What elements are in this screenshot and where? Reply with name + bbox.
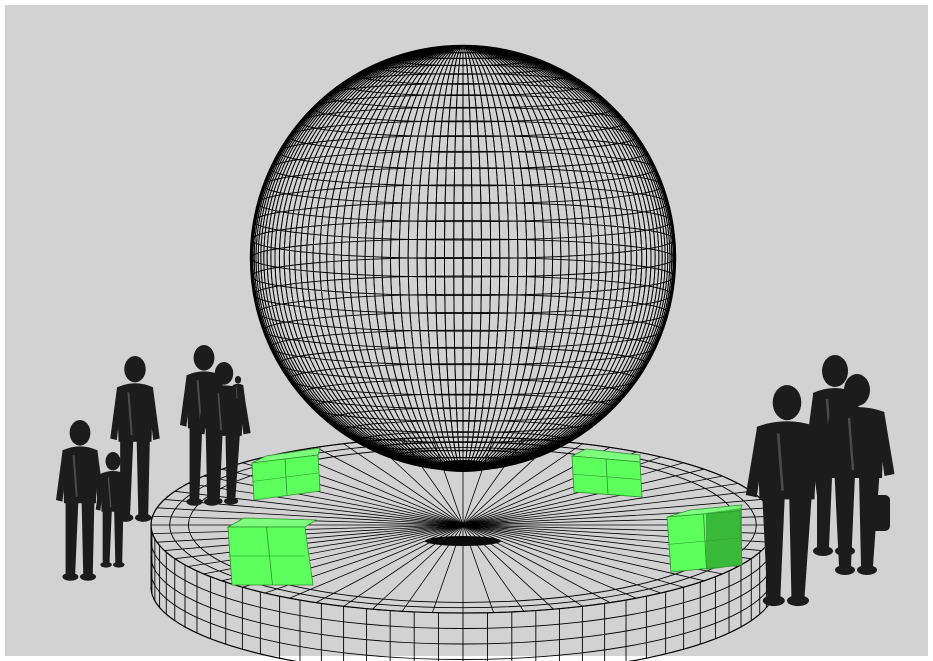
- sphere-meridian: [462, 45, 464, 471]
- sphere-parallel: [340, 419, 586, 443]
- platform-spoke: [156, 524, 464, 543]
- green-box: [251, 447, 321, 501]
- platform-spoke: [343, 443, 464, 526]
- sphere-parallel: [390, 52, 536, 67]
- platform-spoke: [203, 475, 464, 526]
- sphere-parallel: [288, 120, 638, 153]
- sphere-parallel: [251, 220, 675, 260]
- sphere-parallel: [270, 150, 656, 187]
- platform-spoke: [289, 524, 464, 599]
- platform-center-shadow: [425, 536, 501, 546]
- platform-spoke: [462, 475, 723, 526]
- green-box: [226, 517, 318, 586]
- sphere-parallel: [250, 238, 676, 278]
- sphere-parallel: [263, 311, 663, 349]
- platform-spoke: [462, 524, 662, 594]
- sphere-parallel: [253, 202, 673, 241]
- platform-spoke: [462, 462, 684, 526]
- sphere-parallel: [326, 407, 600, 433]
- platform-spoke: [156, 507, 464, 526]
- sphere-parallel: [340, 73, 586, 97]
- person-woman-left: [110, 356, 160, 522]
- sphere-base-shadow: [433, 460, 493, 472]
- handbag: [868, 495, 890, 531]
- sphere-parallel: [278, 135, 648, 170]
- wireframe-sphere: [249, 44, 677, 472]
- sphere-parallel: [263, 167, 663, 205]
- platform-spoke: [462, 443, 583, 526]
- sphere-parallel: [270, 329, 656, 366]
- sphere-parallel: [278, 346, 648, 381]
- platform-spoke: [174, 524, 464, 560]
- person-baby-center: [230, 376, 246, 425]
- sphere-parallel: [257, 184, 669, 223]
- sphere-parallel: [326, 83, 600, 109]
- sphere-parallel: [257, 293, 669, 332]
- sphere-parallel: [300, 378, 626, 410]
- platform-spoke: [462, 483, 739, 526]
- platform-spoke: [152, 524, 464, 535]
- platform-wall-row: [150, 586, 776, 661]
- green-box: [570, 448, 643, 498]
- person-boy-left: [56, 420, 104, 581]
- sphere-parallel: [356, 431, 570, 452]
- sphere-parallel: [356, 64, 570, 85]
- platform-spoke: [462, 524, 705, 582]
- sphere-parallel: [312, 94, 614, 123]
- green-boxes: [226, 447, 743, 586]
- sphere-parallel: [253, 275, 673, 314]
- platform-spoke: [462, 499, 762, 526]
- platform-spoke: [462, 490, 752, 526]
- platform-spoke: [174, 490, 464, 526]
- green-box-shadow-face: [706, 508, 742, 570]
- platform-spoke: [462, 524, 637, 599]
- sphere-parallel: [312, 393, 614, 422]
- sphere-parallel: [372, 57, 554, 75]
- sphere-parallel: [300, 106, 626, 138]
- platform-spoke: [164, 524, 464, 551]
- platform-spoke: [315, 447, 464, 526]
- sphere-parallel: [251, 256, 675, 296]
- sphere-parallel: [288, 363, 638, 396]
- platform-spoke: [462, 468, 705, 526]
- platform-spoke: [462, 524, 684, 588]
- people-silhouettes: [56, 345, 895, 607]
